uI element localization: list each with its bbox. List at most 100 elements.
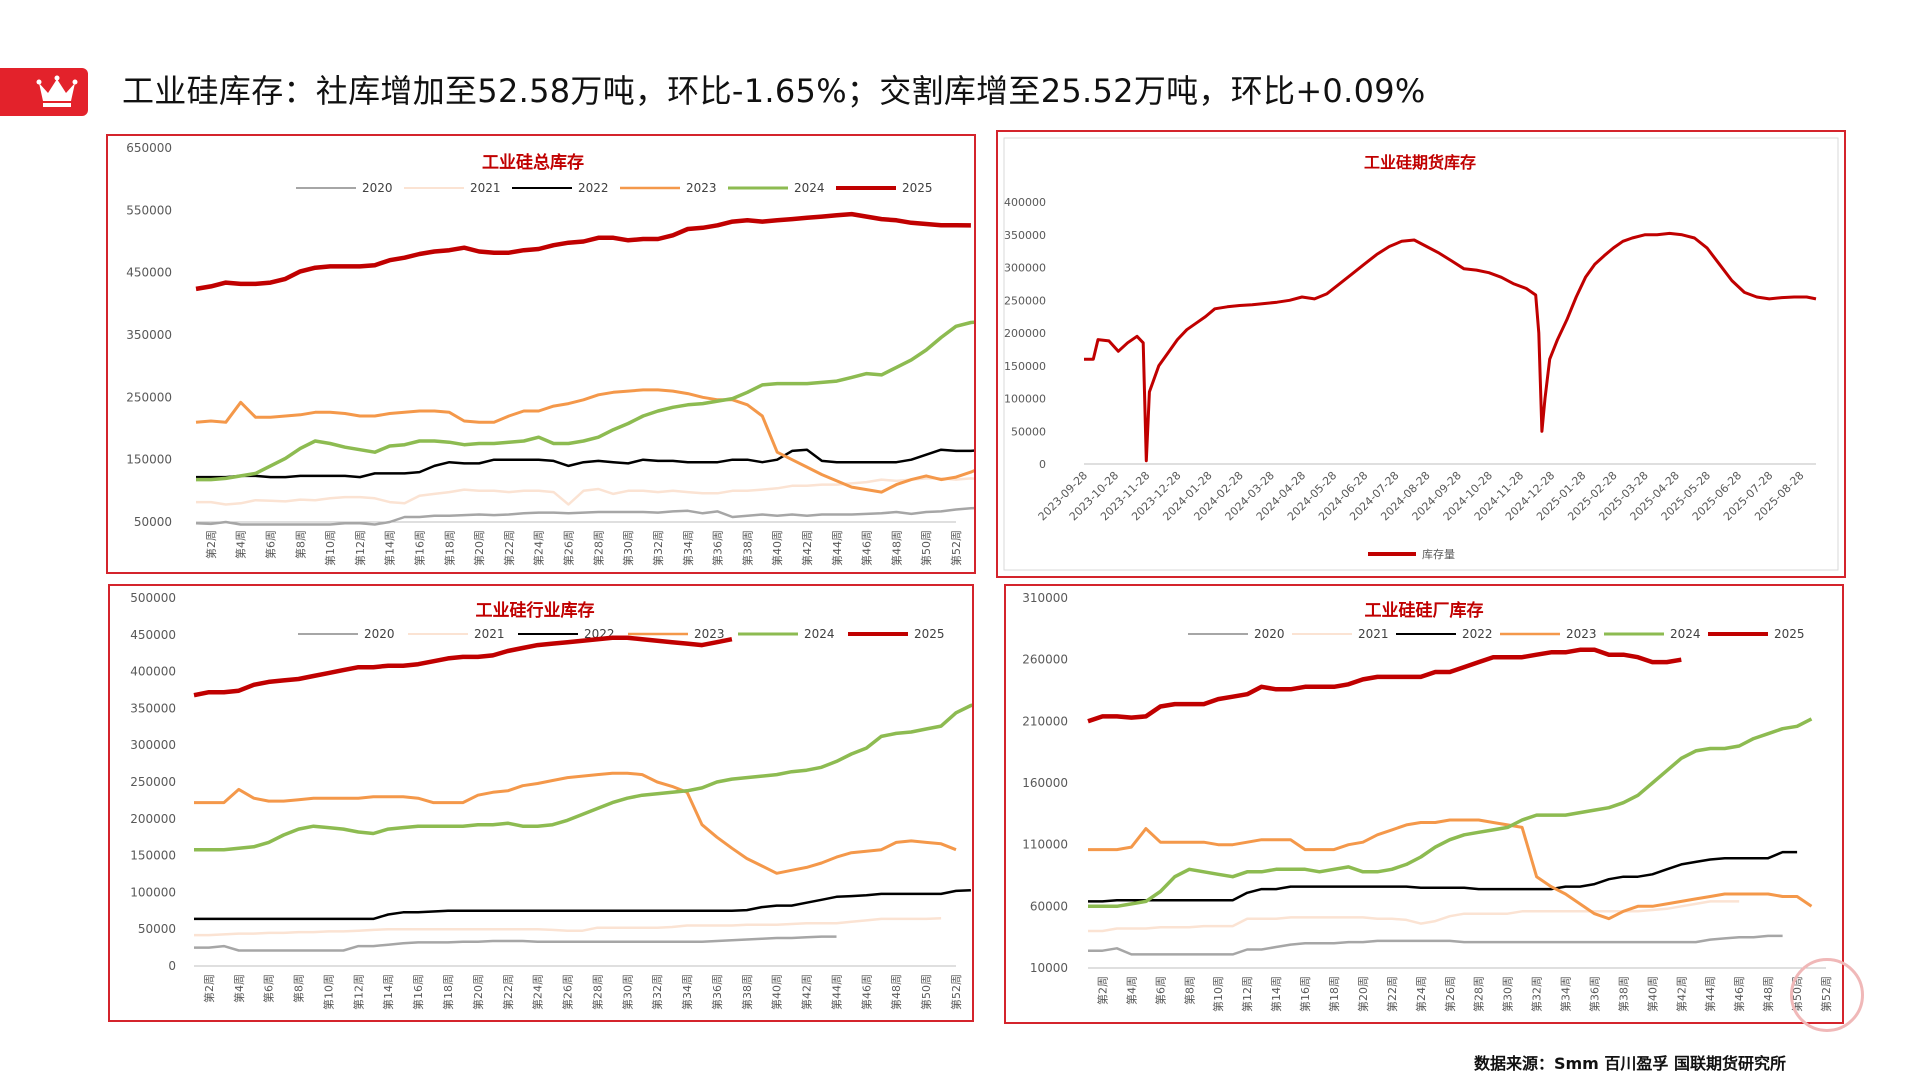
total-x-tick: 第26周	[562, 530, 576, 566]
total-x-tick: 第20周	[472, 530, 486, 566]
total-legend-label-2021: 2021	[470, 181, 501, 195]
total-series-2021	[196, 477, 974, 506]
industry-x-tick: 第46周	[859, 974, 873, 1010]
industry-y-tick: 400000	[130, 665, 176, 679]
total-x-tick: 第22周	[502, 530, 516, 566]
industry-x-tick: 第22周	[501, 974, 515, 1010]
factory-inventory-chart: 工业硅硅厂库存 310000 260000 210000 160000 110000 600…	[1022, 591, 1833, 1012]
total-x-tick: 第2周	[204, 530, 218, 559]
factory-x-tick: 第44周	[1703, 976, 1717, 1012]
total-series-2022	[196, 448, 974, 479]
decorative-circle	[1790, 958, 1864, 1032]
industry-x-tick: 第52周	[949, 974, 963, 1010]
total-x-tick: 第24周	[532, 530, 546, 566]
industry-legend-label-2020: 2020	[364, 627, 395, 641]
total-x-tick: 第18周	[442, 530, 456, 566]
industry-series-2024	[194, 703, 972, 852]
futures-series-line	[1084, 231, 1817, 463]
chart-panel-factory-inventory: 工业硅硅厂库存 310000 260000 210000 160000 110000 600…	[1004, 584, 1844, 1024]
industry-x-tick: 第26周	[561, 974, 575, 1010]
total-x-tick: 第34周	[681, 530, 695, 566]
industry-y-tick: 350000	[130, 701, 176, 715]
factory-x-tick: 第6周	[1153, 976, 1167, 1005]
factory-x-tick: 第26周	[1443, 976, 1457, 1012]
factory-legend-label-2025: 2025	[1774, 627, 1805, 641]
industry-chart-title: 工业硅行业库存	[476, 600, 595, 621]
futures-inner-border	[1003, 137, 1839, 571]
futures-y-tick: 350000	[1004, 229, 1046, 242]
total-x-tick: 第8周	[293, 530, 307, 559]
industry-y-tick: 300000	[130, 738, 176, 752]
industry-legend-label-2023: 2023	[694, 627, 725, 641]
total-legend-label-2023: 2023	[686, 181, 717, 195]
factory-x-tick: 第34周	[1559, 976, 1573, 1012]
industry-legend-label-2021: 2021	[474, 627, 505, 641]
factory-x-tick: 第24周	[1414, 976, 1428, 1012]
factory-x-tick: 第20周	[1356, 976, 1370, 1012]
industry-series-2025	[193, 635, 733, 698]
industry-y-tick: 0	[168, 959, 176, 973]
industry-series-2020	[194, 935, 837, 952]
total-x-tick: 第4周	[234, 530, 248, 559]
factory-x-tick: 第4周	[1124, 976, 1138, 1005]
factory-y-tick: 110000	[1022, 838, 1068, 852]
industry-x-tick: 第32周	[650, 974, 664, 1010]
industry-x-tick: 第48周	[889, 974, 903, 1010]
total-x-tick: 第32周	[651, 530, 665, 566]
factory-x-tick: 第22周	[1385, 976, 1399, 1012]
chart-panel-futures-inventory: 工业硅期货库存 400000 350000 300000 250000 200000 150…	[996, 130, 1846, 578]
factory-series-2020	[1088, 934, 1783, 956]
factory-series-2023	[1088, 818, 1813, 921]
total-y-tick: 250000	[126, 390, 172, 404]
total-x-tick: 第38周	[740, 530, 754, 566]
factory-series-2024	[1088, 717, 1813, 909]
total-y-tick: 350000	[126, 328, 172, 342]
industry-y-tick: 200000	[130, 812, 176, 826]
header-accent-bar	[0, 68, 88, 116]
factory-legend-label-2021: 2021	[1358, 627, 1389, 641]
futures-y-tick: 400000	[1004, 196, 1046, 209]
futures-chart-title: 工业硅期货库存	[1364, 153, 1476, 172]
total-x-tick: 第36周	[711, 530, 725, 566]
factory-x-tick: 第38周	[1616, 976, 1630, 1012]
industry-x-tick: 第12周	[351, 974, 365, 1010]
industry-x-tick: 第24周	[531, 974, 545, 1010]
total-y-tick: 50000	[134, 515, 172, 529]
factory-x-tick: 第2周	[1095, 976, 1109, 1005]
factory-x-tick: 第14周	[1269, 976, 1283, 1012]
total-x-tick: 第52周	[949, 530, 963, 566]
futures-y-tick: 50000	[1011, 425, 1046, 438]
total-y-tick: 650000	[126, 141, 172, 155]
factory-y-tick: 160000	[1022, 776, 1068, 790]
factory-legend-label-2020: 2020	[1254, 627, 1285, 641]
industry-x-tick: 第28周	[590, 974, 604, 1010]
total-series-2025	[195, 211, 971, 292]
crown-icon	[36, 75, 78, 107]
futures-inventory-chart: 工业硅期货库存 400000 350000 300000 250000 200000 150…	[1003, 137, 1839, 571]
factory-x-tick: 第40周	[1645, 976, 1659, 1012]
industry-x-tick: 第38周	[740, 974, 754, 1010]
industry-series-2022	[194, 888, 971, 921]
total-x-tick: 第28周	[591, 530, 605, 566]
chart-panel-industry-inventory: 工业硅行业库存 500000 450000 400000 350000 300000 250…	[108, 584, 974, 1022]
total-chart-title: 工业硅总库存	[482, 152, 584, 173]
industry-x-tick: 第30周	[620, 974, 634, 1010]
futures-y-tick: 100000	[1004, 393, 1046, 406]
total-legend-label-2025: 2025	[902, 181, 933, 195]
total-inventory-chart: 工业硅总库存 650000 550000 450000 350000 250000 1500…	[126, 141, 974, 566]
factory-series-2021	[1088, 900, 1740, 933]
industry-y-tick: 50000	[138, 922, 176, 936]
futures-y-tick: 300000	[1004, 262, 1046, 275]
industry-legend-label-2025: 2025	[914, 627, 945, 641]
industry-inventory-chart: 工业硅行业库存500000450000400000350000300000250…	[130, 591, 972, 1010]
factory-legend-label-2023: 2023	[1566, 627, 1597, 641]
factory-x-tick: 第10周	[1211, 976, 1225, 1012]
industry-x-tick: 第16周	[411, 974, 425, 1010]
total-series-2020	[195, 506, 974, 526]
factory-chart-title: 工业硅硅厂库存	[1365, 600, 1484, 621]
total-x-tick: 第42周	[800, 530, 814, 566]
industry-y-tick: 100000	[130, 885, 176, 899]
factory-y-tick: 260000	[1022, 653, 1068, 667]
total-x-tick: 第44周	[830, 530, 844, 566]
factory-x-tick: 第36周	[1587, 976, 1601, 1012]
